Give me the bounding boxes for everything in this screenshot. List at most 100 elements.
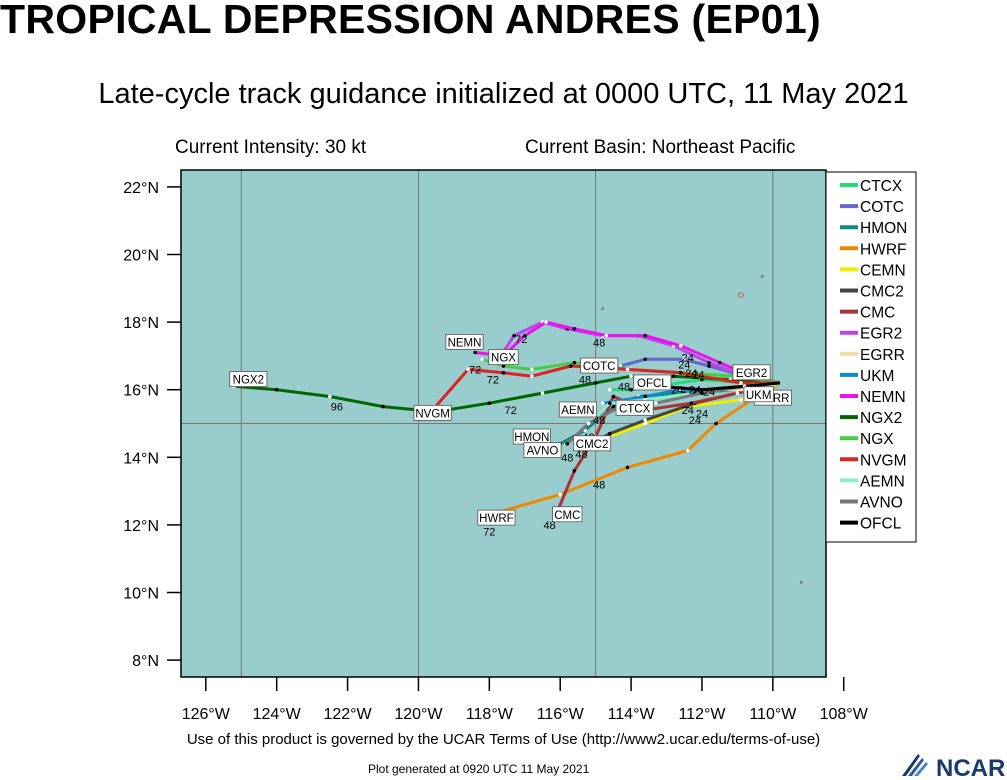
track-point bbox=[643, 421, 648, 426]
legend-label: OFCL bbox=[860, 516, 902, 533]
current-intensity: Current Intensity: 30 kt bbox=[175, 137, 367, 158]
track-point bbox=[381, 404, 385, 409]
track-label: 48 bbox=[575, 449, 587, 461]
track-ngx2 bbox=[234, 374, 780, 414]
track-point bbox=[608, 387, 612, 392]
track-label: CTCX bbox=[619, 403, 651, 415]
y-tick-label: 14°N bbox=[123, 450, 159, 467]
y-tick-label: 8°N bbox=[132, 653, 159, 670]
y-tick-label: 18°N bbox=[123, 315, 159, 332]
track-label-box bbox=[732, 364, 771, 381]
track-point bbox=[530, 374, 534, 378]
track-point bbox=[700, 391, 704, 395]
track-point bbox=[654, 401, 658, 406]
track-label: 72 bbox=[487, 375, 499, 387]
legend: CTCX COTC HMON HWRF CEMN CMC2 CMC EGR2 EGRR UKM NE… bbox=[825, 171, 917, 543]
track-point bbox=[572, 360, 577, 365]
track-label: AVNO bbox=[527, 446, 559, 458]
track-point bbox=[625, 367, 630, 372]
track-label: COTC bbox=[583, 361, 616, 373]
track-label-box bbox=[580, 357, 619, 374]
track-label-box bbox=[558, 401, 597, 418]
track-label: 48 bbox=[618, 381, 630, 393]
legend-label: UKM bbox=[860, 368, 894, 385]
track-point bbox=[678, 343, 683, 348]
track-label: UKM bbox=[746, 390, 772, 402]
track-label: AEMN bbox=[561, 405, 594, 417]
track-label-box bbox=[413, 404, 452, 421]
legend-label: NVGM bbox=[860, 452, 907, 469]
track-point bbox=[625, 465, 630, 470]
track-label: 48 bbox=[561, 452, 573, 464]
track-point bbox=[643, 357, 648, 362]
track-point bbox=[501, 371, 506, 375]
track-label: EGR2 bbox=[736, 368, 767, 380]
forecast-hour-label: 24 bbox=[689, 415, 701, 427]
track-point bbox=[466, 367, 470, 372]
track-point bbox=[717, 360, 722, 365]
track-label-box bbox=[633, 374, 672, 391]
forecast-hour-label: 24 bbox=[685, 368, 697, 380]
track-point bbox=[611, 394, 616, 399]
track-label-box bbox=[523, 442, 562, 458]
track-label-box bbox=[477, 509, 516, 526]
track-label-box bbox=[488, 349, 519, 365]
track-label-box bbox=[743, 386, 774, 403]
track-label: 48 bbox=[593, 479, 605, 491]
track-point bbox=[473, 350, 477, 355]
y-tick-label: 10°N bbox=[123, 586, 159, 603]
x-tick-label: 112°W bbox=[678, 706, 726, 723]
forecast-hour-label: 24 bbox=[671, 385, 683, 397]
track-point bbox=[643, 333, 648, 338]
track-point bbox=[593, 381, 598, 385]
track-label: NGX bbox=[491, 353, 516, 365]
track-label: NEMN bbox=[448, 337, 482, 349]
legend-label: CMC bbox=[860, 305, 895, 322]
track-labels: CTCXCOTCHMON48HWRF4872CMC248CMC48EGR2487… bbox=[229, 333, 792, 539]
track-point bbox=[671, 374, 676, 378]
axes: 126°W 124°W 122°W 120°W 118°W 116°W 114°W 112°W… bbox=[123, 180, 868, 723]
track-label-box bbox=[552, 506, 583, 523]
track-point bbox=[586, 421, 591, 426]
track-point bbox=[522, 333, 527, 338]
track-ofcl bbox=[659, 381, 781, 392]
track-label: 48 bbox=[593, 337, 605, 349]
track-point bbox=[714, 421, 718, 426]
track-point bbox=[600, 401, 605, 406]
track-label-box bbox=[573, 435, 612, 452]
x-tick-label: 124°W bbox=[253, 706, 302, 723]
track-point bbox=[682, 357, 687, 362]
track-label-box bbox=[615, 399, 654, 416]
track-label: 72 bbox=[483, 527, 495, 539]
track-label-box bbox=[229, 371, 268, 387]
x-tick-label: 110°W bbox=[749, 706, 797, 723]
legend-label: EGRR bbox=[860, 347, 905, 364]
track-point bbox=[643, 418, 648, 422]
track-point bbox=[629, 387, 633, 392]
x-tick-label: 122°W bbox=[323, 706, 372, 723]
track-point bbox=[643, 394, 648, 399]
terms-of-use: Use of this product is governed by the U… bbox=[186, 731, 821, 748]
track-label: NVGM bbox=[415, 408, 450, 420]
track-label: HWRF bbox=[479, 513, 514, 525]
x-tick-label: 118°W bbox=[466, 706, 514, 723]
island-marker bbox=[760, 275, 764, 278]
track-label-box bbox=[445, 333, 484, 350]
legend-label: AVNO bbox=[860, 495, 903, 512]
chart-subtitle: Late-cycle track guidance initialized at… bbox=[98, 78, 909, 110]
forecast-hour-label: 24 bbox=[682, 405, 694, 417]
track-point bbox=[678, 371, 683, 375]
chart-title: TROPICAL DEPRESSION ANDRES (EP01) bbox=[0, 0, 821, 42]
legend-label: HWRF bbox=[860, 241, 907, 258]
forecast-hour-label: 24 bbox=[703, 386, 715, 398]
grid-lines bbox=[181, 170, 826, 677]
x-tick-label: 120°W bbox=[394, 706, 443, 723]
legend-label: AEMN bbox=[860, 473, 905, 490]
legend-label: NEMN bbox=[860, 389, 906, 406]
y-tick-label: 12°N bbox=[123, 518, 159, 535]
ncar-logo: NCAR bbox=[902, 754, 1005, 780]
track-point bbox=[487, 401, 492, 406]
track-label: OFCL bbox=[637, 378, 668, 390]
track-label: 72 bbox=[504, 405, 516, 417]
